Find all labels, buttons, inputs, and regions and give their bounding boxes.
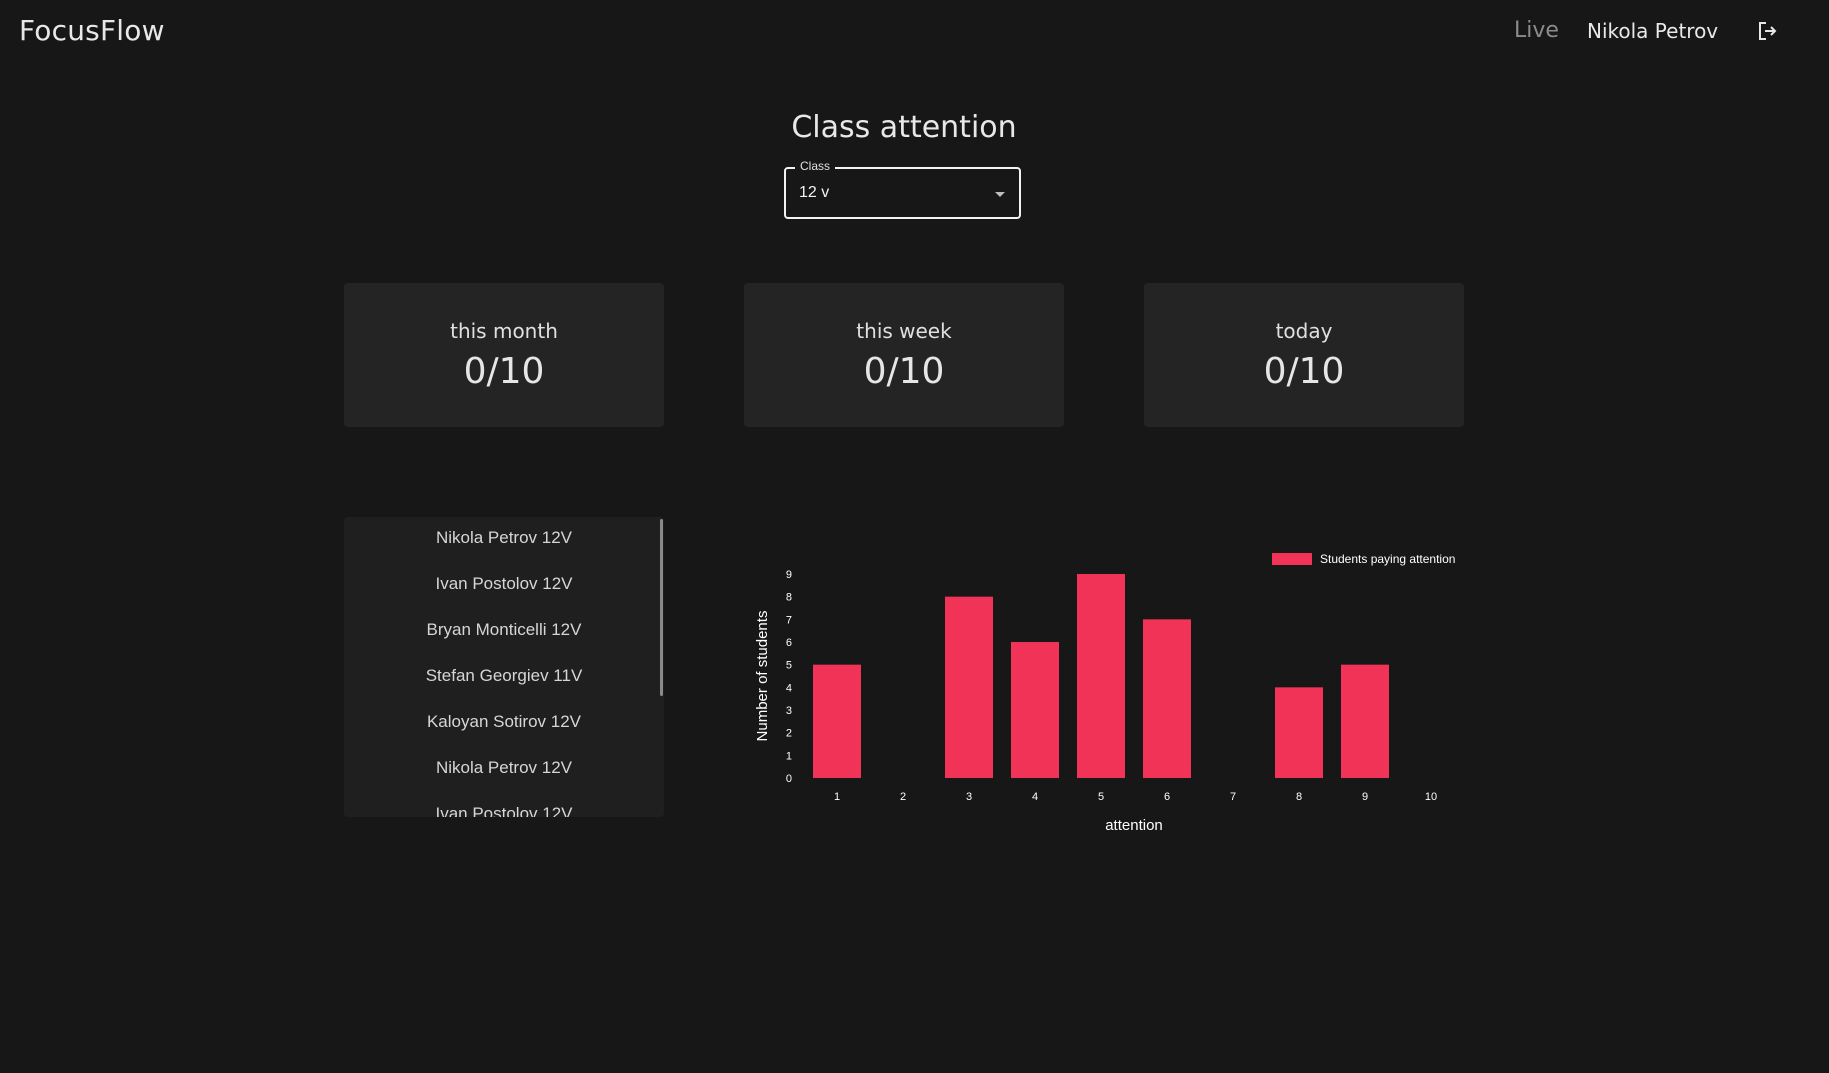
- stat-card-week: this week 0/10: [744, 283, 1064, 427]
- x-tick-label: 1: [834, 791, 840, 803]
- student-list-item[interactable]: Ivan Postolov 12V: [435, 804, 573, 817]
- class-select-label: Class: [795, 159, 836, 173]
- stat-label: this week: [856, 319, 952, 343]
- x-axis-label: attention: [1105, 817, 1163, 834]
- stat-label: today: [1275, 319, 1333, 343]
- student-list[interactable]: Nikola Petrov 12V Ivan Postolov 12V Brya…: [344, 517, 664, 817]
- stat-value: 0/10: [1263, 351, 1345, 392]
- brand-logo[interactable]: FocusFlow: [19, 14, 165, 47]
- x-tick-label: 5: [1098, 791, 1104, 803]
- y-tick-label: 0: [786, 773, 792, 785]
- x-tick-label: 4: [1032, 791, 1038, 803]
- chevron-down-icon[interactable]: [995, 192, 1005, 197]
- attention-bar-chart: 0 1 2 3 4 5 6 7 8 9 1 2 3 4 5 6 7 8 9 10 attention Number of …: [754, 552, 1455, 834]
- y-tick-label: 9: [786, 569, 792, 581]
- student-list-item[interactable]: Bryan Monticelli 12V: [426, 620, 582, 639]
- x-tick-label: 10: [1425, 791, 1437, 803]
- y-axis-label: Number of students: [754, 611, 771, 742]
- bar: [1341, 664, 1389, 778]
- stat-card-month: this month 0/10: [344, 283, 664, 427]
- y-tick-label: 5: [786, 660, 792, 672]
- student-list-item[interactable]: Kaloyan Sotirov 12V: [426, 712, 582, 731]
- student-list-item[interactable]: Stefan Georgiev 11V: [425, 666, 583, 685]
- x-tick-label: 6: [1164, 791, 1170, 803]
- page-title: Class attention: [791, 110, 1017, 145]
- y-tick-label: 7: [786, 614, 792, 626]
- stat-value: 0/10: [863, 351, 945, 392]
- top-bar: FocusFlow Live Nikola Petrov: [0, 0, 1829, 62]
- student-list-item[interactable]: Nikola Petrov 12V: [435, 758, 573, 777]
- y-tick-label: 1: [786, 750, 792, 762]
- y-tick-label: 6: [786, 637, 792, 649]
- legend-swatch: [1272, 553, 1312, 565]
- y-tick-label: 2: [786, 728, 792, 740]
- bar: [1011, 642, 1059, 778]
- bar: [1275, 687, 1323, 778]
- nav-live-link[interactable]: Live: [1514, 18, 1559, 43]
- y-tick-label: 8: [786, 592, 792, 604]
- class-select-value: 12 v: [799, 184, 830, 201]
- student-list-item[interactable]: Ivan Postolov 12V: [435, 574, 573, 593]
- x-tick-label: 7: [1230, 791, 1236, 803]
- nav-user-name[interactable]: Nikola Petrov: [1587, 19, 1719, 43]
- x-tick-label: 9: [1362, 791, 1368, 803]
- bar: [813, 664, 861, 778]
- logout-icon[interactable]: [1757, 20, 1779, 42]
- legend-label: Students paying attention: [1320, 552, 1455, 566]
- bar: [1143, 619, 1191, 778]
- stat-value: 0/10: [463, 351, 545, 392]
- stat-label: this month: [450, 319, 558, 343]
- y-tick-label: 3: [786, 705, 792, 717]
- student-list-item[interactable]: Nikola Petrov 12V: [435, 528, 573, 547]
- y-tick-label: 4: [786, 682, 792, 694]
- bar: [1077, 574, 1125, 778]
- class-select[interactable]: Class 12 v: [784, 159, 1021, 219]
- x-tick-label: 3: [966, 791, 972, 803]
- x-tick-label: 2: [900, 791, 906, 803]
- stat-card-today: today 0/10: [1144, 283, 1464, 427]
- student-list-scrollbar[interactable]: [660, 519, 663, 696]
- x-tick-label: 8: [1296, 791, 1302, 803]
- bar: [945, 596, 993, 778]
